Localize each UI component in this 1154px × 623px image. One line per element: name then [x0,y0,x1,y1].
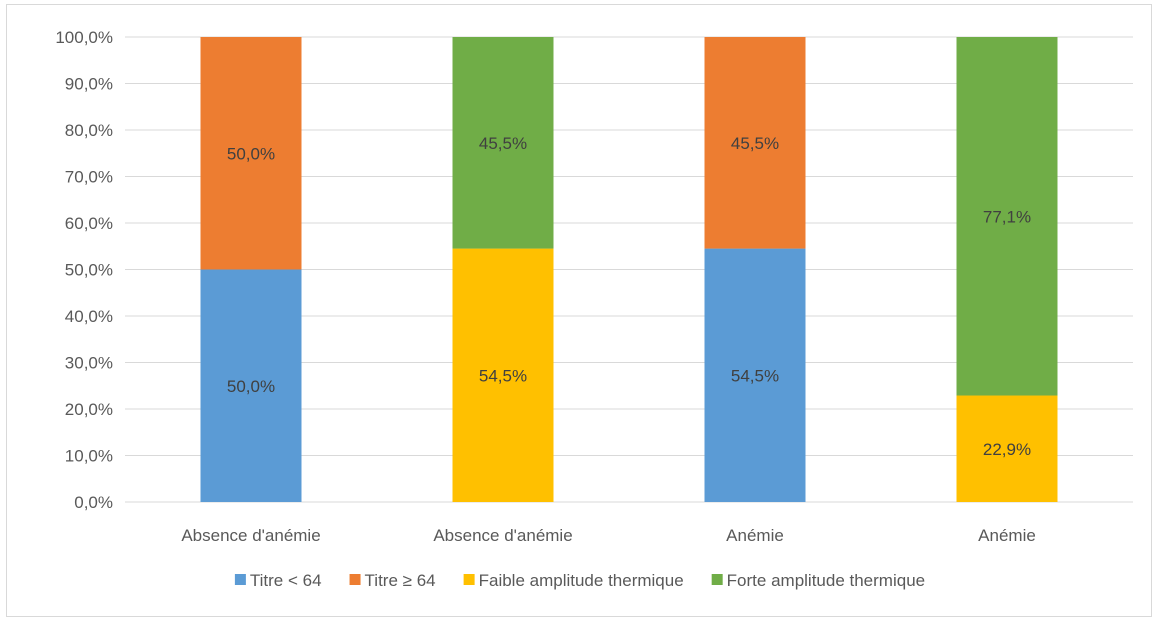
y-tick-label: 100,0% [55,28,113,47]
y-tick-label: 90,0% [65,75,113,94]
data-label: 50,0% [227,377,275,396]
legend-label: Titre < 64 [250,571,322,590]
data-labels: 50,0% 50,0% 54,5% 45,5% 54,5% 45,5% 22,9% 77,1% [227,134,1031,459]
legend-swatch [711,574,723,585]
x-tick-label: Absence d'anémie [181,526,320,545]
data-label: 45,5% [479,134,527,153]
y-tick-label: 30,0% [65,354,113,373]
y-tick-label: 0,0% [74,493,113,512]
y-tick-label: 40,0% [65,307,113,326]
bar-segment [452,248,554,502]
data-label: 45,5% [731,134,779,153]
bar-segment [704,37,806,249]
bar-segment [200,269,302,502]
data-label: 77,1% [983,207,1031,226]
data-label: 22,9% [983,440,1031,459]
bar-segment [200,37,302,270]
y-tick-label: 10,0% [65,447,113,466]
bar-segment [956,37,1058,396]
bar-segment [956,395,1058,502]
bar-segment [704,248,806,502]
x-axis-tick-labels: Absence d'anémie Absence d'anémie Anémie An… [181,526,1035,545]
y-tick-label: 80,0% [65,121,113,140]
bars [200,37,1058,502]
y-tick-label: 20,0% [65,400,113,419]
data-label: 50,0% [227,144,275,163]
legend: Titre < 64 Titre ≥ 64 Faible amplitude the… [234,571,925,590]
x-tick-label: Absence d'anémie [433,526,572,545]
y-tick-label: 70,0% [65,168,113,187]
x-tick-label: Anémie [726,526,784,545]
stacked-bar-chart: 0,0% 10,0% 20,0% 30,0% 40,0% 50,0% 60,0% 70,0% 8… [55,28,1133,590]
data-label: 54,5% [731,366,779,385]
y-axis-tick-labels: 0,0% 10,0% 20,0% 30,0% 40,0% 50,0% 60,0% 70,0% 8… [55,28,113,512]
legend-swatch [349,574,361,585]
legend-label: Faible amplitude thermique [479,571,684,590]
bar-segment [452,37,554,249]
data-label: 54,5% [479,366,527,385]
legend-swatch [463,574,475,585]
y-tick-label: 50,0% [65,261,113,280]
legend-label: Titre ≥ 64 [365,571,436,590]
legend-label: Forte amplitude thermique [727,571,925,590]
chart-frame: 0,0% 10,0% 20,0% 30,0% 40,0% 50,0% 60,0% 70,0% 8… [6,4,1152,617]
x-tick-label: Anémie [978,526,1036,545]
legend-swatch [234,574,246,585]
y-tick-label: 60,0% [65,214,113,233]
